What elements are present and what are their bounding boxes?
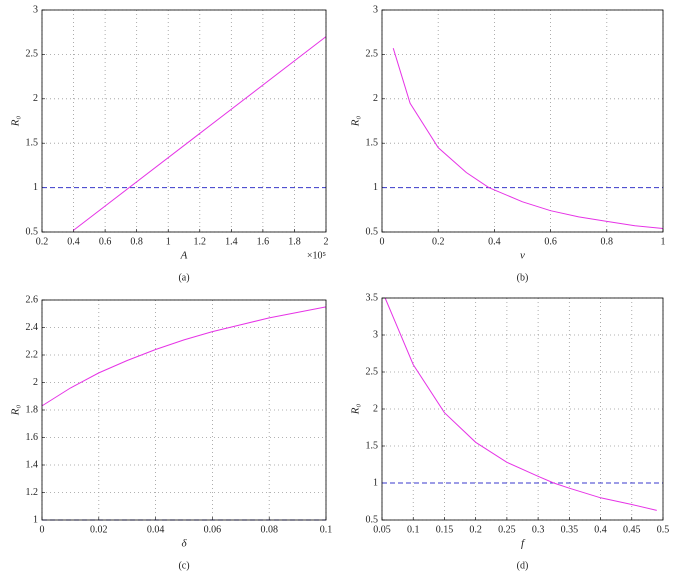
- y-tick-label: 3: [373, 329, 378, 340]
- y-tick-label: 1.5: [26, 137, 39, 148]
- caption: (b): [517, 272, 529, 283]
- y-tick-label: 1.4: [26, 459, 39, 470]
- y-tick-label: 3.5: [366, 292, 379, 303]
- plot-frame: [381, 9, 664, 233]
- x-tick-label: 0: [40, 524, 45, 535]
- x-tick-label: 0.2: [432, 236, 445, 247]
- y-tick-label: 2: [373, 403, 378, 414]
- x-tick-label: 0.2: [36, 236, 49, 247]
- x-tick-label: 0.05: [373, 524, 391, 535]
- x-tick-label: 0.1: [320, 524, 333, 535]
- x-tick-label: 0: [380, 236, 385, 247]
- x-multiplier: ×10⁵: [307, 250, 326, 261]
- y-tick-label: 0.5: [26, 226, 39, 237]
- y-tick-label: 1.8: [26, 404, 39, 415]
- x-tick-label: 0.45: [623, 524, 641, 535]
- y-tick-label: 1.5: [366, 137, 379, 148]
- data-line: [41, 306, 327, 407]
- plot-frame: [41, 299, 327, 521]
- x-tick-label: 1: [661, 236, 666, 247]
- y-tick-label: 1: [33, 182, 38, 193]
- y-tick-label: 1.2: [26, 487, 39, 498]
- x-axis-label: f: [521, 538, 526, 550]
- x-tick-label: 0.4: [67, 236, 80, 247]
- x-axis-label: δ: [181, 538, 187, 550]
- data-line: [392, 48, 664, 229]
- x-tick-label: 0.08: [260, 524, 278, 535]
- x-tick-label: 1.6: [257, 236, 270, 247]
- y-axis-label: R₀: [10, 116, 22, 128]
- data-line: [384, 297, 657, 511]
- plot-frame: [41, 9, 327, 233]
- y-tick-label: 0.5: [366, 226, 379, 237]
- y-tick-label: 2.6: [26, 294, 39, 305]
- x-tick-label: 0.4: [594, 524, 607, 535]
- x-tick-label: 1.4: [225, 236, 238, 247]
- x-tick-label: 0.3: [532, 524, 545, 535]
- x-tick-label: 0.2: [469, 524, 482, 535]
- y-tick-label: 1: [373, 182, 378, 193]
- caption: (c): [178, 560, 189, 571]
- y-tick-label: 1: [33, 514, 38, 525]
- x-tick-label: 0.25: [498, 524, 516, 535]
- y-axis-label: R₀: [10, 405, 22, 417]
- y-axis-label: R₀: [350, 404, 362, 416]
- y-tick-label: 2.4: [26, 322, 39, 333]
- x-tick-label: 0.02: [90, 524, 108, 535]
- x-tick-label: 0.4: [488, 236, 501, 247]
- caption: (a): [178, 272, 189, 283]
- y-tick-label: 2.5: [366, 49, 379, 60]
- y-tick-label: 1.5: [366, 440, 379, 451]
- y-tick-label: 2: [33, 377, 38, 388]
- y-tick-label: 3: [373, 4, 378, 15]
- caption: (d): [517, 560, 529, 571]
- x-tick-label: 0.8: [601, 236, 614, 247]
- x-tick-label: 0.35: [561, 524, 579, 535]
- x-tick-label: 1.8: [288, 236, 301, 247]
- y-tick-label: 1.6: [26, 432, 39, 443]
- y-tick-label: 2.5: [366, 366, 379, 377]
- x-tick-label: 0.04: [147, 524, 165, 535]
- x-tick-label: 2: [324, 236, 329, 247]
- y-tick-label: 1: [373, 477, 378, 488]
- x-tick-label: 0.6: [99, 236, 112, 247]
- x-tick-label: 1: [166, 236, 171, 247]
- x-axis-label: v: [520, 250, 525, 262]
- x-tick-label: 0.1: [407, 524, 420, 535]
- x-tick-label: 0.5: [657, 524, 670, 535]
- plot-frame: [381, 297, 664, 521]
- x-tick-label: 0.15: [436, 524, 454, 535]
- x-axis-label: A: [180, 250, 188, 262]
- x-tick-label: 0.6: [544, 236, 557, 247]
- y-tick-label: 3: [33, 4, 38, 15]
- x-tick-label: 0.06: [204, 524, 222, 535]
- y-tick-label: 2.2: [26, 349, 39, 360]
- y-tick-label: 2: [33, 93, 38, 104]
- y-tick-label: 2.5: [26, 49, 39, 60]
- y-tick-label: 0.5: [366, 514, 379, 525]
- data-line: [73, 36, 327, 231]
- x-tick-label: 0.8: [130, 236, 143, 247]
- y-axis-label: R₀: [350, 116, 362, 128]
- y-tick-label: 2: [373, 93, 378, 104]
- x-tick-label: 1.2: [194, 236, 207, 247]
